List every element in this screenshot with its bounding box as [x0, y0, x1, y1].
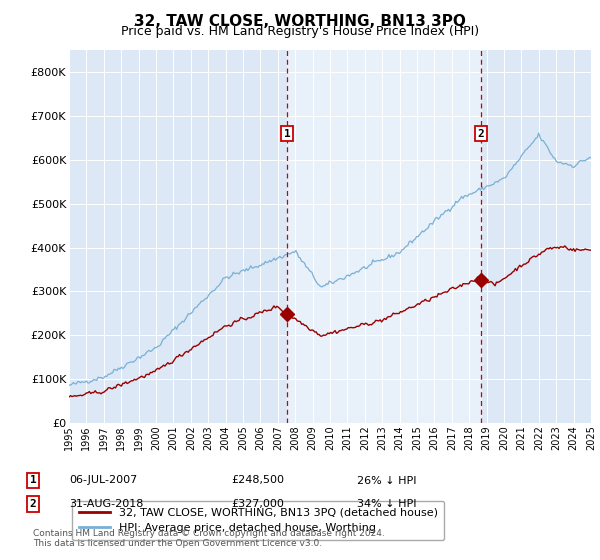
- Text: £327,000: £327,000: [231, 499, 284, 509]
- Text: Contains HM Land Registry data © Crown copyright and database right 2024.
This d: Contains HM Land Registry data © Crown c…: [33, 529, 385, 548]
- Text: 06-JUL-2007: 06-JUL-2007: [69, 475, 137, 486]
- Text: 31-AUG-2018: 31-AUG-2018: [69, 499, 143, 509]
- Text: Price paid vs. HM Land Registry's House Price Index (HPI): Price paid vs. HM Land Registry's House …: [121, 25, 479, 38]
- Text: £248,500: £248,500: [231, 475, 284, 486]
- Text: 34% ↓ HPI: 34% ↓ HPI: [357, 499, 416, 509]
- Text: 2: 2: [29, 499, 37, 509]
- Text: 2: 2: [478, 129, 484, 139]
- Text: 1: 1: [29, 475, 37, 486]
- Text: 1: 1: [284, 129, 290, 139]
- Legend: 32, TAW CLOSE, WORTHING, BN13 3PQ (detached house), HPI: Average price, detached: 32, TAW CLOSE, WORTHING, BN13 3PQ (detac…: [72, 501, 444, 540]
- Text: 26% ↓ HPI: 26% ↓ HPI: [357, 475, 416, 486]
- Bar: [287, 50, 481, 423]
- Text: 32, TAW CLOSE, WORTHING, BN13 3PQ: 32, TAW CLOSE, WORTHING, BN13 3PQ: [134, 14, 466, 29]
